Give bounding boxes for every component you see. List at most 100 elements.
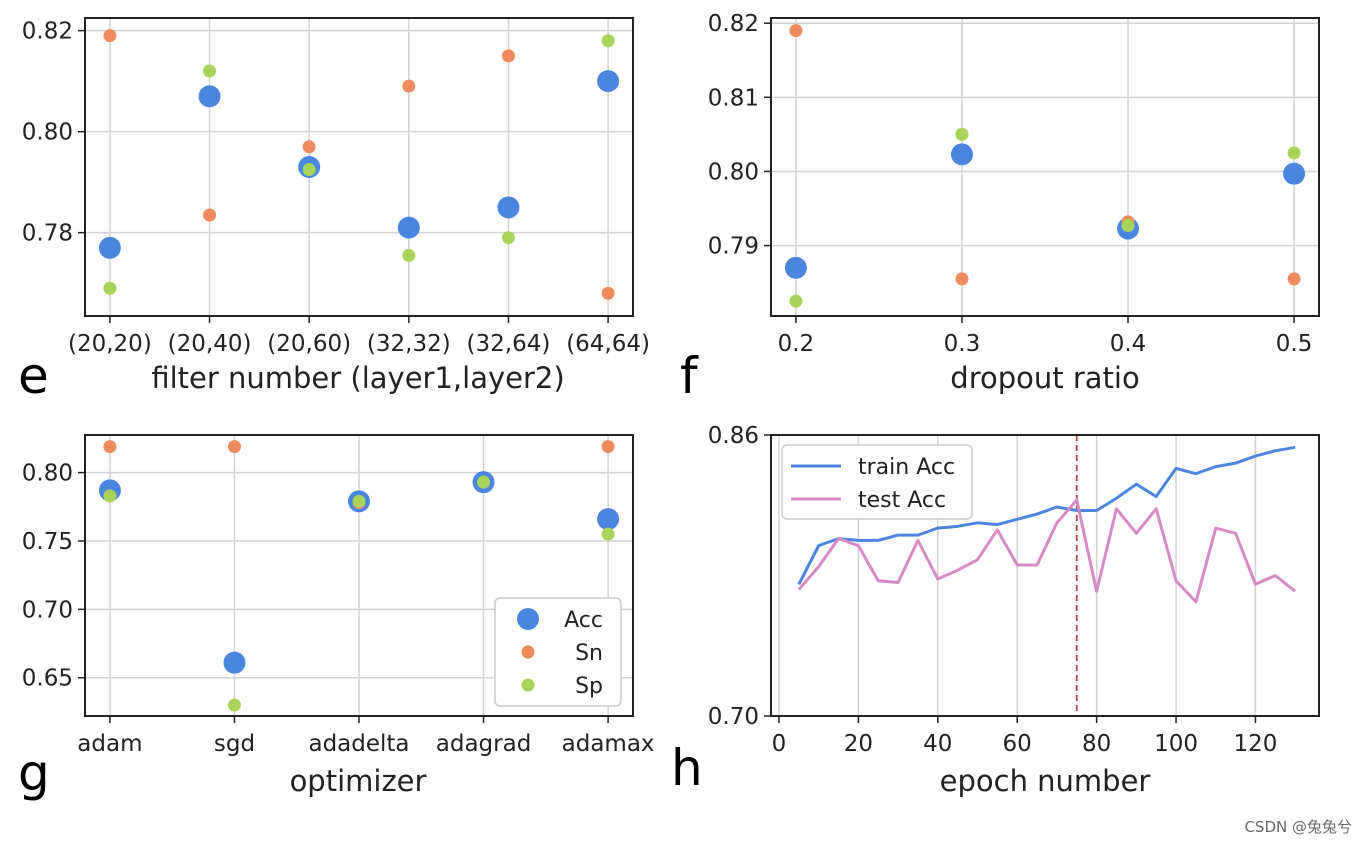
legend-label-train: train Acc	[858, 455, 955, 480]
y-tick-label: 0.70	[22, 597, 73, 623]
y-tick-label: 0.86	[708, 423, 759, 449]
point-sn	[501, 49, 515, 63]
x-tick-label: (20,40)	[168, 331, 252, 357]
y-tick-label: 0.82	[22, 19, 73, 45]
x-tick-label: adadelta	[308, 731, 409, 757]
point-sp	[601, 34, 615, 48]
x-axis-label: epoch number	[940, 764, 1151, 798]
legend-label-sn: Sn	[575, 641, 603, 666]
point-acc	[1283, 162, 1306, 185]
point-sn	[103, 29, 117, 43]
x-tick-label: (32,32)	[367, 331, 451, 357]
point-sp	[955, 127, 969, 141]
y-tick-label: 0.81	[708, 85, 759, 111]
chart-panel-g: 0.65 0.70 0.75 0.80 adam sgd adadelta adagrad ad…	[18, 434, 655, 802]
y-tick-label: 0.80	[22, 120, 73, 146]
x-tick-label: sgd	[214, 731, 255, 757]
point-sn	[227, 440, 241, 454]
plot-frame	[84, 17, 634, 317]
x-tick-label: (20,60)	[267, 331, 351, 357]
point-sn	[402, 79, 416, 93]
y-tick-label: 0.75	[22, 529, 73, 555]
plot-frame	[770, 434, 1320, 717]
point-sp	[203, 64, 217, 78]
x-tick-label: (20,20)	[68, 331, 152, 357]
x-tick-label: 20	[844, 731, 873, 757]
x-tick-label: adam	[77, 731, 142, 757]
x-axis-label: optimizer	[290, 764, 427, 798]
point-acc	[497, 196, 520, 219]
y-tick-label: 0.80	[708, 159, 759, 185]
point-acc	[223, 651, 246, 674]
point-sp	[402, 248, 416, 262]
x-tick-label: 0.3	[944, 331, 981, 357]
y-tick-label: 0.82	[708, 11, 759, 37]
chart-panel-h: 0.70 0.86 0 20 40 60 80 100 120 epoch number h trai…	[671, 423, 1320, 798]
legend-marker-sp	[521, 678, 535, 692]
point-sn	[103, 440, 117, 454]
point-acc	[597, 508, 620, 531]
legend-label-test: test Acc	[858, 488, 946, 513]
point-sn	[1287, 272, 1301, 286]
point-sn	[203, 208, 217, 222]
x-axis-label: filter number (layer1,layer2)	[151, 361, 564, 395]
chart-panel-f: 0.79 0.80 0.81 0.82 0.2 0.3 0.4 0.5 dropout rati…	[680, 11, 1320, 405]
point-sp	[103, 489, 117, 503]
panel-letter: h	[671, 739, 703, 797]
x-tick-label: 0	[772, 731, 787, 757]
panel-letter: g	[18, 744, 50, 802]
x-tick-label: 40	[923, 731, 952, 757]
x-tick-label: 60	[1003, 731, 1032, 757]
x-axis-label: dropout ratio	[950, 361, 1139, 395]
point-acc	[98, 236, 121, 259]
point-acc	[950, 143, 973, 166]
point-acc	[784, 256, 807, 279]
point-sn	[601, 286, 615, 300]
x-tick-label: 80	[1082, 731, 1111, 757]
x-tick-label: 0.2	[778, 331, 815, 357]
y-tick-label: 0.70	[708, 704, 759, 730]
point-sp	[789, 294, 803, 308]
point-sp	[352, 494, 366, 508]
legend-marker-sn	[521, 645, 535, 659]
x-tick-label: 0.5	[1276, 331, 1313, 357]
legend-label-acc: Acc	[564, 608, 603, 633]
chart-panel-e: 0.78 0.80 0.82 (20,20) (20,40) (20,60) (32,32)…	[18, 17, 650, 405]
point-sp	[477, 475, 491, 489]
point-sp	[227, 698, 241, 712]
point-sp	[103, 281, 117, 295]
series-line-test	[797, 498, 1297, 604]
watermark-text: CSDN @兔兔兮	[1244, 818, 1352, 836]
plot-frame	[770, 17, 1320, 317]
x-tick-label: (32,64)	[467, 331, 551, 357]
point-sn	[955, 272, 969, 286]
x-tick-label: 120	[1234, 731, 1278, 757]
point-sn	[302, 140, 316, 154]
panel-letter: f	[680, 347, 699, 405]
point-sp	[1121, 219, 1135, 233]
point-acc	[397, 216, 420, 239]
panel-letter: e	[18, 347, 49, 405]
point-sp	[1287, 146, 1301, 160]
point-sn	[789, 24, 803, 38]
x-tick-label: adagrad	[436, 731, 532, 757]
point-sp	[501, 231, 515, 245]
series-line-train	[797, 445, 1296, 585]
x-tick-label: 0.4	[1110, 331, 1147, 357]
x-tick-label: (64,64)	[566, 331, 650, 357]
y-tick-label: 0.78	[22, 221, 73, 247]
x-tick-label: 100	[1154, 731, 1198, 757]
y-tick-label: 0.79	[708, 234, 759, 260]
x-tick-label: adamax	[562, 731, 655, 757]
point-sp	[601, 527, 615, 541]
point-acc	[597, 70, 620, 93]
point-sn	[601, 440, 615, 454]
y-tick-label: 0.80	[22, 461, 73, 487]
plot-frame	[84, 434, 634, 717]
legend-marker-acc	[517, 608, 539, 630]
point-acc	[198, 85, 221, 108]
point-sp	[302, 163, 316, 177]
legend-label-sp: Sp	[575, 674, 603, 699]
y-tick-label: 0.65	[22, 666, 73, 692]
